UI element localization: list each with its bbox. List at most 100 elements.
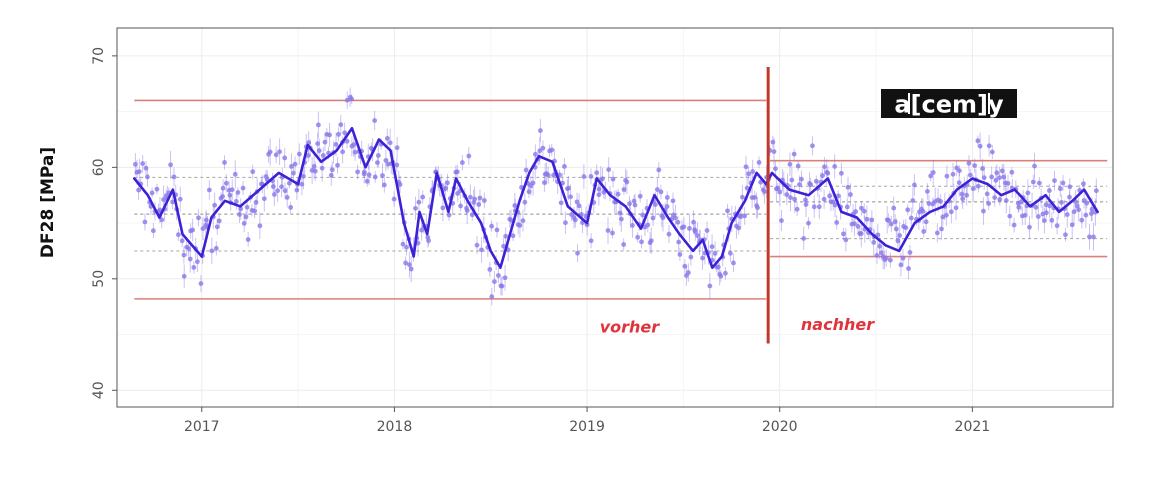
data-point [508,217,514,223]
data-point [1007,213,1013,219]
data-point [179,238,185,244]
data-point [606,167,612,172]
data-point [808,182,814,188]
data-point [492,279,497,284]
data-point [1069,222,1075,228]
x-tick-label-2020: 2020 [762,419,798,435]
data-point [727,250,733,256]
data-point [517,222,523,228]
data-point [874,253,880,258]
data-point [530,180,536,186]
data-point [142,219,148,225]
data-point [621,242,627,247]
data-point [375,160,380,165]
data-point [803,202,809,207]
data-point [658,189,664,195]
y-tick-label-70: 70 [91,47,107,65]
data-point [200,226,206,231]
data-point [617,210,623,216]
data-point [775,186,781,191]
data-point [558,200,564,206]
data-point [1035,214,1041,219]
data-point [999,168,1005,174]
data-point [495,273,501,278]
data-point [233,199,239,204]
data-point [216,218,222,224]
data-point [375,153,381,158]
data-point [895,238,901,244]
data-point [787,161,793,167]
data-point [454,169,460,175]
data-point [627,201,632,207]
data-point [986,201,992,206]
y-tick-label-40: 40 [91,381,107,399]
data-point [1052,178,1057,184]
data-point [522,199,528,205]
data-point [291,170,296,176]
data-point [1033,204,1039,210]
data-point [712,250,718,256]
data-point [926,201,932,206]
data-point [878,250,884,256]
data-point [351,142,357,147]
data-point [596,186,602,192]
data-point [523,167,529,173]
data-point [681,224,687,230]
data-point [1030,179,1036,185]
data-points [132,87,1099,306]
data-point [397,182,403,187]
data-point [1089,206,1095,212]
data-point [489,294,495,300]
data-point [1047,203,1053,209]
data-point [939,226,944,232]
data-point [630,223,635,228]
data-point [795,163,801,169]
data-point [342,130,348,136]
data-point [387,140,393,146]
acemy-logo: a[cem]y [881,89,1017,119]
x-tick-label-2019: 2019 [569,419,605,435]
data-point [510,233,516,239]
data-point [537,148,543,154]
data-point [244,204,250,210]
data-point [145,174,150,180]
data-point [893,226,899,232]
data-point [344,138,350,144]
data-point [419,227,424,233]
data-point [220,185,226,191]
data-point [791,151,797,157]
data-point [821,196,827,202]
data-point [170,199,175,205]
data-point [777,189,783,195]
data-point [282,155,288,161]
data-point [664,195,670,200]
data-point [198,281,204,286]
limit-lines [134,99,1108,300]
data-point [294,187,300,193]
data-point [838,170,844,176]
data-point [177,196,183,202]
data-point [194,259,200,265]
data-point [568,194,573,200]
data-point [542,180,547,186]
data-point [487,267,493,272]
data-point [277,149,282,155]
data-point [897,233,903,238]
data-point [615,191,621,197]
data-point [443,185,449,191]
data-point [718,273,724,279]
data-point [600,176,605,182]
data-point [245,237,251,242]
data-point [755,205,760,211]
data-point [243,214,249,220]
data-point [1057,186,1063,192]
data-point [827,193,833,199]
data-point [773,166,778,172]
data-point [687,226,692,231]
data-point [639,239,644,245]
data-point [792,196,798,202]
data-point [203,217,209,223]
data-point [271,192,277,197]
data-point [944,173,950,179]
data-point [512,203,518,208]
